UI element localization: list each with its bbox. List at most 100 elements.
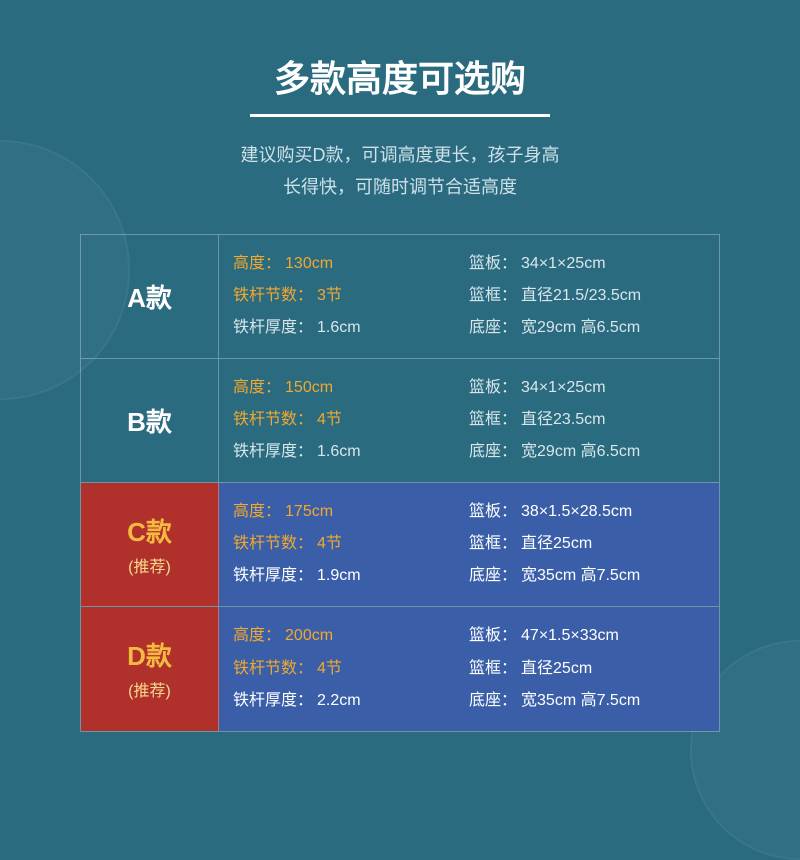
spec-label: 底座： <box>469 565 517 587</box>
spec-label: 高度： <box>233 625 281 647</box>
spec-value: 2.2cm <box>317 690 361 712</box>
subtitle: 建议购买D款，可调高度更长，孩子身高 长得快，可随时调节合适高度 <box>80 139 720 204</box>
spec-line-sections: 铁杆节数：4节 <box>233 409 469 431</box>
spec-line-rim: 篮框：直径25cm <box>469 533 705 555</box>
spec-line-base: 底座：宽35cm 高7.5cm <box>469 690 705 712</box>
spec-value: 34×1×25cm <box>521 253 606 275</box>
spec-line-thickness: 铁杆厚度：1.9cm <box>233 565 469 587</box>
spec-value: 130cm <box>285 253 333 275</box>
spec-line-height: 高度：130cm <box>233 253 469 275</box>
spec-line-height: 高度：200cm <box>233 625 469 647</box>
recommended-badge: (推荐) <box>128 553 171 577</box>
spec-value: 175cm <box>285 501 333 523</box>
spec-cell: 高度：200cm铁杆节数：4节铁杆厚度：2.2cm篮板：47×1.5×33cm篮… <box>219 607 719 731</box>
table-row: B款高度：150cm铁杆节数：4节铁杆厚度：1.6cm篮板：34×1×25cm篮… <box>81 359 719 483</box>
spec-column: 高度：175cm铁杆节数：4节铁杆厚度：1.9cm <box>233 499 469 590</box>
spec-value: 直径23.5cm <box>521 409 605 431</box>
spec-label: 篮板： <box>469 377 517 399</box>
spec-label: 底座： <box>469 441 517 463</box>
spec-label: 铁杆节数： <box>233 409 313 431</box>
spec-column: 篮板：34×1×25cm篮框：直径21.5/23.5cm底座：宽29cm 高6.… <box>469 251 705 342</box>
spec-label: 篮框： <box>469 285 517 307</box>
spec-line-base: 底座：宽29cm 高6.5cm <box>469 441 705 463</box>
spec-value: 34×1×25cm <box>521 377 606 399</box>
spec-value: 47×1.5×33cm <box>521 625 619 647</box>
spec-value: 宽35cm 高7.5cm <box>521 565 640 587</box>
spec-line-backboard: 篮板：38×1.5×28.5cm <box>469 501 705 523</box>
spec-label: 高度： <box>233 253 281 275</box>
model-cell: D款 (推荐) <box>81 607 219 731</box>
spec-line-height: 高度：150cm <box>233 377 469 399</box>
spec-line-thickness: 铁杆厚度：1.6cm <box>233 317 469 339</box>
spec-label: 篮框： <box>469 409 517 431</box>
model-name: C款 <box>127 512 172 549</box>
spec-value: 宽29cm 高6.5cm <box>521 317 640 339</box>
spec-line-sections: 铁杆节数：4节 <box>233 658 469 680</box>
subtitle-line: 长得快，可随时调节合适高度 <box>80 171 720 203</box>
spec-line-sections: 铁杆节数：3节 <box>233 285 469 307</box>
table-row: D款(推荐)高度：200cm铁杆节数：4节铁杆厚度：2.2cm篮板：47×1.5… <box>81 607 719 731</box>
spec-cell: 高度：130cm铁杆节数：3节铁杆厚度：1.6cm篮板：34×1×25cm篮框：… <box>219 235 719 358</box>
spec-line-backboard: 篮板：34×1×25cm <box>469 377 705 399</box>
spec-column: 高度：150cm铁杆节数：4节铁杆厚度：1.6cm <box>233 375 469 466</box>
model-name: D款 <box>127 636 172 673</box>
spec-table: A款高度：130cm铁杆节数：3节铁杆厚度：1.6cm篮板：34×1×25cm篮… <box>80 234 720 732</box>
spec-value: 1.6cm <box>317 441 361 463</box>
spec-column: 篮板：38×1.5×28.5cm篮框：直径25cm底座：宽35cm 高7.5cm <box>469 499 705 590</box>
model-cell: A款 <box>81 235 219 358</box>
spec-line-rim: 篮框：直径25cm <box>469 658 705 680</box>
spec-cell: 高度：150cm铁杆节数：4节铁杆厚度：1.6cm篮板：34×1×25cm篮框：… <box>219 359 719 482</box>
spec-label: 篮框： <box>469 658 517 680</box>
spec-value: 4节 <box>317 533 342 555</box>
spec-label: 铁杆厚度： <box>233 317 313 339</box>
spec-label: 篮板： <box>469 253 517 275</box>
spec-label: 铁杆节数： <box>233 533 313 555</box>
spec-line-base: 底座：宽29cm 高6.5cm <box>469 317 705 339</box>
spec-label: 底座： <box>469 317 517 339</box>
spec-label: 铁杆节数： <box>233 285 313 307</box>
spec-line-thickness: 铁杆厚度：1.6cm <box>233 441 469 463</box>
table-row: A款高度：130cm铁杆节数：3节铁杆厚度：1.6cm篮板：34×1×25cm篮… <box>81 235 719 359</box>
spec-line-rim: 篮框：直径23.5cm <box>469 409 705 431</box>
spec-value: 150cm <box>285 377 333 399</box>
spec-value: 宽29cm 高6.5cm <box>521 441 640 463</box>
spec-column: 篮板：34×1×25cm篮框：直径23.5cm底座：宽29cm 高6.5cm <box>469 375 705 466</box>
spec-line-thickness: 铁杆厚度：2.2cm <box>233 690 469 712</box>
spec-line-rim: 篮框：直径21.5/23.5cm <box>469 285 705 307</box>
spec-value: 38×1.5×28.5cm <box>521 501 632 523</box>
spec-value: 4节 <box>317 658 342 680</box>
spec-line-backboard: 篮板：34×1×25cm <box>469 253 705 275</box>
spec-label: 高度： <box>233 501 281 523</box>
model-name: A款 <box>127 278 172 315</box>
spec-label: 篮板： <box>469 625 517 647</box>
spec-label: 篮框： <box>469 533 517 555</box>
spec-line-base: 底座：宽35cm 高7.5cm <box>469 565 705 587</box>
spec-label: 底座： <box>469 690 517 712</box>
title-underline <box>250 114 550 117</box>
model-name: B款 <box>127 402 172 439</box>
spec-label: 铁杆厚度： <box>233 565 313 587</box>
spec-line-backboard: 篮板：47×1.5×33cm <box>469 625 705 647</box>
table-row: C款(推荐)高度：175cm铁杆节数：4节铁杆厚度：1.9cm篮板：38×1.5… <box>81 483 719 607</box>
spec-value: 直径25cm <box>521 533 592 555</box>
spec-label: 铁杆厚度： <box>233 690 313 712</box>
subtitle-line: 建议购买D款，可调高度更长，孩子身高 <box>80 139 720 171</box>
spec-value: 宽35cm 高7.5cm <box>521 690 640 712</box>
main-container: 多款高度可选购 建议购买D款，可调高度更长，孩子身高 长得快，可随时调节合适高度… <box>0 0 800 772</box>
model-cell: B款 <box>81 359 219 482</box>
spec-label: 铁杆节数： <box>233 658 313 680</box>
page-title: 多款高度可选购 <box>80 50 720 102</box>
spec-label: 高度： <box>233 377 281 399</box>
spec-label: 篮板： <box>469 501 517 523</box>
spec-column: 篮板：47×1.5×33cm 篮框：直径25cm 底座：宽35cm 高7.5cm <box>469 623 705 715</box>
spec-value: 1.9cm <box>317 565 361 587</box>
spec-value: 3节 <box>317 285 342 307</box>
spec-line-height: 高度：175cm <box>233 501 469 523</box>
spec-value: 4节 <box>317 409 342 431</box>
spec-value: 直径21.5/23.5cm <box>521 285 641 307</box>
spec-label: 铁杆厚度： <box>233 441 313 463</box>
model-cell: C款 (推荐) <box>81 483 219 606</box>
recommended-badge: (推荐) <box>128 677 171 701</box>
spec-column: 高度：130cm铁杆节数：3节铁杆厚度：1.6cm <box>233 251 469 342</box>
spec-line-sections: 铁杆节数：4节 <box>233 533 469 555</box>
